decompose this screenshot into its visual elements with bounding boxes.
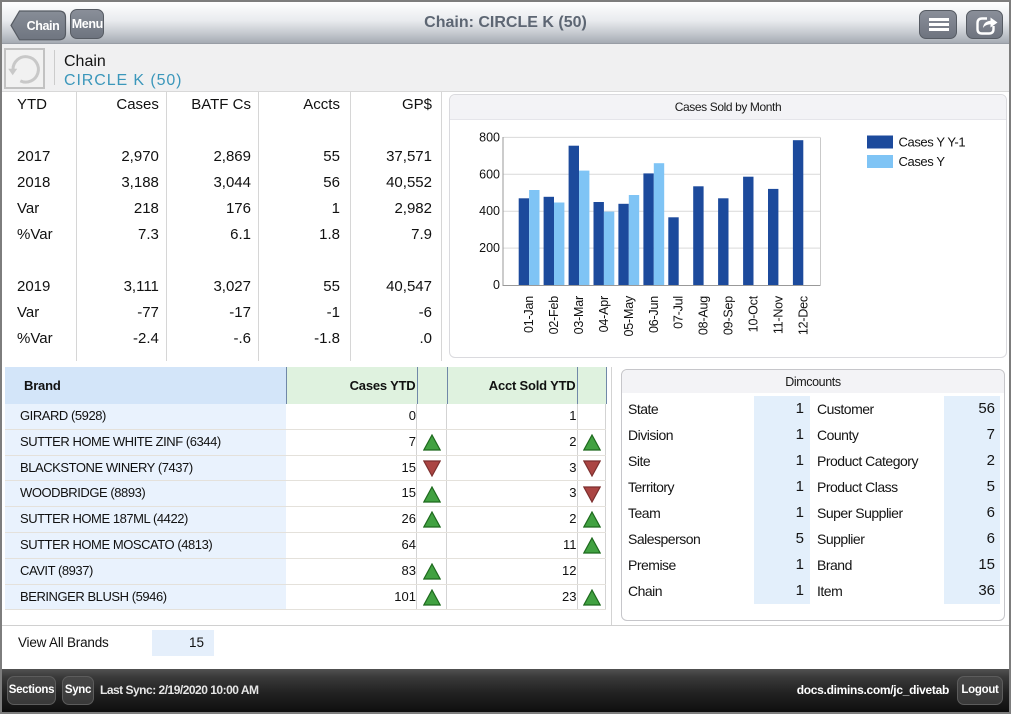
svg-text:09-Sep: 09-Sep [722, 296, 736, 335]
svg-text:05-May: 05-May [622, 295, 636, 336]
svg-text:03-Mar: 03-Mar [572, 296, 586, 334]
svg-text:0: 0 [493, 278, 500, 292]
svg-text:10-Oct: 10-Oct [747, 295, 761, 332]
svg-text:400: 400 [479, 204, 500, 218]
svg-text:11-Nov: 11-Nov [771, 295, 785, 334]
svg-text:800: 800 [479, 130, 500, 144]
svg-text:Chain: Chain [26, 19, 59, 33]
svg-text:600: 600 [479, 167, 500, 181]
svg-text:02-Feb: 02-Feb [547, 296, 561, 335]
svg-text:07-Jul: 07-Jul [672, 296, 686, 329]
svg-text:06-Jun: 06-Jun [647, 296, 661, 333]
svg-text:04-Apr: 04-Apr [597, 296, 611, 332]
svg-text:12-Dec: 12-Dec [796, 296, 810, 335]
svg-text:01-Jan: 01-Jan [522, 296, 536, 333]
svg-text:08-Aug: 08-Aug [697, 296, 711, 335]
svg-text:Cases Y: Cases Y [899, 154, 946, 169]
svg-text:200: 200 [479, 241, 500, 255]
svg-text:Cases Y Y-1: Cases Y Y-1 [899, 135, 966, 150]
